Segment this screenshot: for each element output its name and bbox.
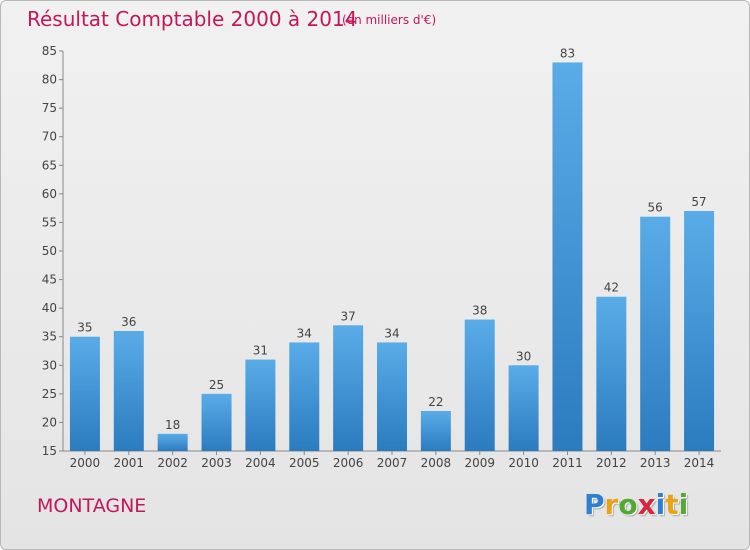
x-tick-label: 2007 bbox=[377, 456, 408, 470]
x-tick-label: 2003 bbox=[201, 456, 232, 470]
bars-group bbox=[69, 62, 715, 452]
data-label: 18 bbox=[165, 418, 180, 432]
bar bbox=[289, 342, 320, 451]
town-name: MONTAGNE bbox=[37, 495, 147, 517]
axes: 15 20 25 30 35 40 45 50 55 60 65 70 75 80 85 2000 2001 20… bbox=[42, 44, 721, 470]
y-tick-label: 80 bbox=[42, 73, 57, 87]
bar bbox=[333, 325, 364, 451]
bar bbox=[157, 433, 188, 451]
y-tick-label: 45 bbox=[42, 273, 57, 287]
bar bbox=[377, 342, 407, 451]
value-labels-group: 35 36 18 25 31 34 37 34 22 38 30 83 42 56 57 bbox=[77, 46, 706, 431]
logo-letter: i bbox=[678, 488, 689, 521]
logo-letter: o bbox=[618, 488, 638, 521]
y-tick-label: 85 bbox=[42, 44, 57, 58]
y-tick-label: 25 bbox=[42, 387, 57, 401]
y-tick-label: 50 bbox=[42, 244, 57, 258]
data-label: 57 bbox=[691, 195, 706, 209]
x-tick-label: 2013 bbox=[640, 456, 671, 470]
bar bbox=[596, 296, 627, 451]
logo-letter: P bbox=[584, 488, 605, 521]
data-label: 83 bbox=[560, 46, 575, 60]
bar bbox=[420, 411, 451, 451]
logo-letter: x bbox=[637, 488, 656, 521]
data-label: 25 bbox=[209, 378, 224, 392]
data-label: 38 bbox=[472, 304, 487, 318]
proxiti-logo: Proxiti bbox=[584, 488, 688, 521]
data-label: 42 bbox=[604, 281, 619, 295]
x-tick-label: 2009 bbox=[464, 456, 495, 470]
y-tick-label: 60 bbox=[42, 187, 57, 201]
data-label: 30 bbox=[516, 349, 531, 363]
x-tick-label: 2002 bbox=[157, 456, 188, 470]
y-tick-label: 75 bbox=[42, 101, 57, 115]
bar bbox=[201, 393, 232, 451]
x-tick-label: 2010 bbox=[508, 456, 539, 470]
x-tick-label: 2001 bbox=[114, 456, 145, 470]
x-tick-label: 2000 bbox=[70, 456, 101, 470]
y-tick-label: 35 bbox=[42, 330, 57, 344]
y-tick-label: 65 bbox=[42, 158, 57, 172]
bar bbox=[464, 319, 495, 451]
data-label: 31 bbox=[253, 344, 268, 358]
y-tick-label: 20 bbox=[42, 415, 57, 429]
data-label: 37 bbox=[340, 309, 355, 323]
y-tick-label: 30 bbox=[42, 358, 57, 372]
logo-letter: r bbox=[604, 488, 619, 521]
x-tick-label: 2008 bbox=[421, 456, 452, 470]
x-tick-label: 2006 bbox=[333, 456, 364, 470]
x-tick-label: 2014 bbox=[684, 456, 715, 470]
bar bbox=[113, 331, 144, 451]
logo-letter: i bbox=[655, 488, 666, 521]
x-tick-label: 2004 bbox=[245, 456, 276, 470]
y-tick-label: 15 bbox=[42, 444, 57, 458]
data-label: 22 bbox=[428, 395, 443, 409]
x-tick-label: 2011 bbox=[552, 456, 583, 470]
bar bbox=[552, 62, 583, 452]
x-tick-label: 2005 bbox=[289, 456, 320, 470]
bar bbox=[245, 359, 276, 451]
bar bbox=[684, 211, 715, 451]
y-tick-label: 70 bbox=[42, 130, 57, 144]
chart-subtitle: (en milliers d'€) bbox=[342, 13, 437, 27]
bar bbox=[69, 336, 100, 451]
logo-letter: t bbox=[665, 488, 679, 521]
y-tick-label: 40 bbox=[42, 301, 57, 315]
data-label: 34 bbox=[297, 326, 312, 340]
data-label: 56 bbox=[648, 201, 663, 215]
data-label: 35 bbox=[77, 321, 92, 335]
data-label: 36 bbox=[121, 315, 136, 329]
chart-title: Résultat Comptable 2000 à 2014 bbox=[27, 7, 358, 31]
y-tick-label: 55 bbox=[42, 215, 57, 229]
bar bbox=[640, 216, 671, 451]
bar bbox=[508, 365, 539, 451]
x-tick-label: 2012 bbox=[596, 456, 627, 470]
data-label: 34 bbox=[384, 326, 399, 340]
